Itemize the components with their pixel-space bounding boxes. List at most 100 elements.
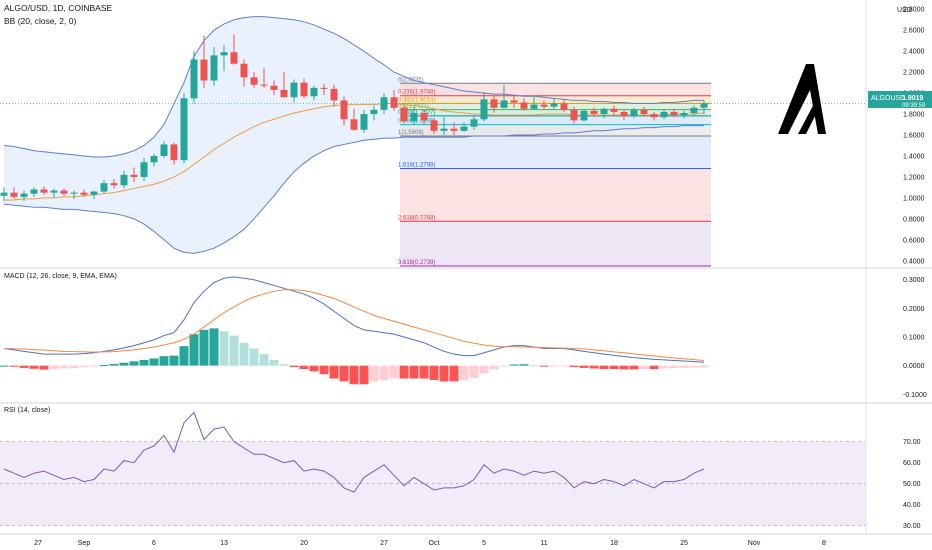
candle-body [60, 190, 68, 194]
rsi-tick-label: 40.00 [903, 502, 921, 509]
macd-histogram-bar [289, 365, 299, 368]
price-tick-label: 0.6000 [903, 237, 925, 244]
date-tick-label: 27 [380, 540, 388, 547]
candle-body [460, 126, 468, 131]
date-tick-label: 25 [680, 540, 688, 547]
candle-body [80, 192, 88, 195]
candle-body [660, 111, 668, 118]
fib-zone [400, 124, 711, 136]
macd-histogram-bar [139, 359, 149, 366]
macd-histogram-bar [259, 354, 269, 366]
candle-body [530, 104, 538, 109]
macd-histogram-bar [689, 365, 699, 368]
macd-histogram-bar [119, 362, 129, 366]
date-tick-label: 5 [482, 540, 486, 547]
candle-body [210, 55, 218, 81]
fib-level-label: 0(2.0935) [398, 77, 424, 83]
macd-histogram-bar [59, 365, 69, 369]
fib-level-label: 0.236(1.9748) [398, 90, 435, 96]
candle-body [140, 162, 148, 177]
candle-body [20, 193, 28, 197]
macd-histogram-bar [169, 355, 179, 366]
candle-body [0, 192, 8, 196]
candle-body [430, 120, 438, 131]
candle-body [130, 174, 138, 177]
macd-histogram-bar [519, 364, 529, 366]
macd-histogram-bar [89, 365, 99, 367]
fib-zone [400, 109, 711, 116]
price-tick-label: 2.6000 [903, 28, 925, 35]
candle-body [30, 189, 38, 194]
macd-tick-label: 0.2000 [903, 306, 925, 313]
macd-histogram-bar [679, 365, 689, 368]
macd-histogram-bar [439, 365, 449, 382]
candle-body [510, 100, 518, 103]
rsi-pane [0, 411, 866, 527]
macd-histogram-bar [409, 365, 419, 379]
candle-body [410, 112, 418, 122]
candle-body [100, 183, 108, 192]
macd-histogram-bar [19, 365, 29, 368]
fib-level-label: 2.618(0.7768) [398, 215, 435, 221]
rsi-indicator-label[interactable]: RSI (14, close) [4, 407, 50, 414]
price-tick-label: 0.4000 [903, 258, 925, 265]
fib-level-label: 1.618(1.2798) [398, 163, 435, 169]
macd-histogram-bar [529, 365, 539, 367]
price-tag-symbol: ALGOUSD [871, 95, 905, 102]
macd-histogram-bar [669, 365, 679, 369]
macd-histogram-bar [459, 365, 469, 380]
rsi-line [3, 411, 705, 493]
candle-body [650, 114, 658, 118]
candle-body [440, 128, 448, 131]
date-tick-label: 11 [540, 540, 547, 547]
candle-body [550, 103, 558, 107]
candle-body [340, 100, 348, 120]
macd-tick-label: 0.1000 [903, 335, 925, 342]
macd-histogram-bar [329, 365, 339, 379]
candle-body [700, 103, 708, 108]
macd-histogram-bar [49, 365, 59, 370]
price-tick-label: 1.8000 [903, 112, 925, 119]
macd-histogram-bar [199, 329, 209, 366]
candle-body [330, 88, 338, 101]
macd-histogram-bar [579, 365, 589, 368]
candle-body [180, 98, 188, 161]
bb-indicator-label[interactable]: BB (20, close, 2, 0) [4, 16, 77, 26]
macd-histogram-bar [549, 365, 559, 367]
macd-histogram-bar [699, 365, 709, 368]
fib-zone [400, 135, 711, 169]
candle-body [470, 119, 478, 127]
macd-histogram-bar [109, 363, 119, 366]
date-tick-label: 6 [152, 540, 156, 547]
candle-body [220, 52, 228, 56]
macd-histogram-bar [479, 365, 489, 374]
macd-histogram-bar [429, 365, 439, 380]
macd-histogram-bar [209, 328, 219, 366]
candle-body [400, 107, 408, 122]
currency-label: USD [897, 7, 912, 14]
fib-zone [400, 168, 711, 222]
candle-body [620, 111, 628, 117]
candle-body [670, 111, 678, 116]
macd-histogram-bar [629, 365, 639, 370]
candle-body [260, 84, 268, 86]
macd-histogram-bar [419, 365, 429, 379]
date-tick-label: 8 [822, 540, 826, 547]
macd-histogram-bar [379, 365, 389, 380]
macd-histogram-bar [69, 365, 79, 369]
rsi-tick-label: 30.00 [903, 523, 921, 530]
fib-zone [400, 221, 711, 266]
macd-histogram-bar [449, 365, 459, 382]
rsi-tick-label: 50.00 [903, 481, 921, 488]
algorand-logo [776, 64, 828, 139]
date-tick-label: 13 [220, 540, 228, 547]
candle-body [450, 128, 458, 131]
macd-histogram-bar [639, 365, 649, 370]
macd-indicator-label[interactable]: MACD (12, 26, close, 9, EMA, EMA) [4, 273, 117, 280]
candle-body [610, 108, 618, 112]
macd-histogram-bar [0, 365, 9, 367]
candle-body [280, 89, 288, 98]
macd-tick-label: -0.1000 [903, 392, 927, 399]
rsi-tick-label: 70.00 [903, 439, 921, 446]
